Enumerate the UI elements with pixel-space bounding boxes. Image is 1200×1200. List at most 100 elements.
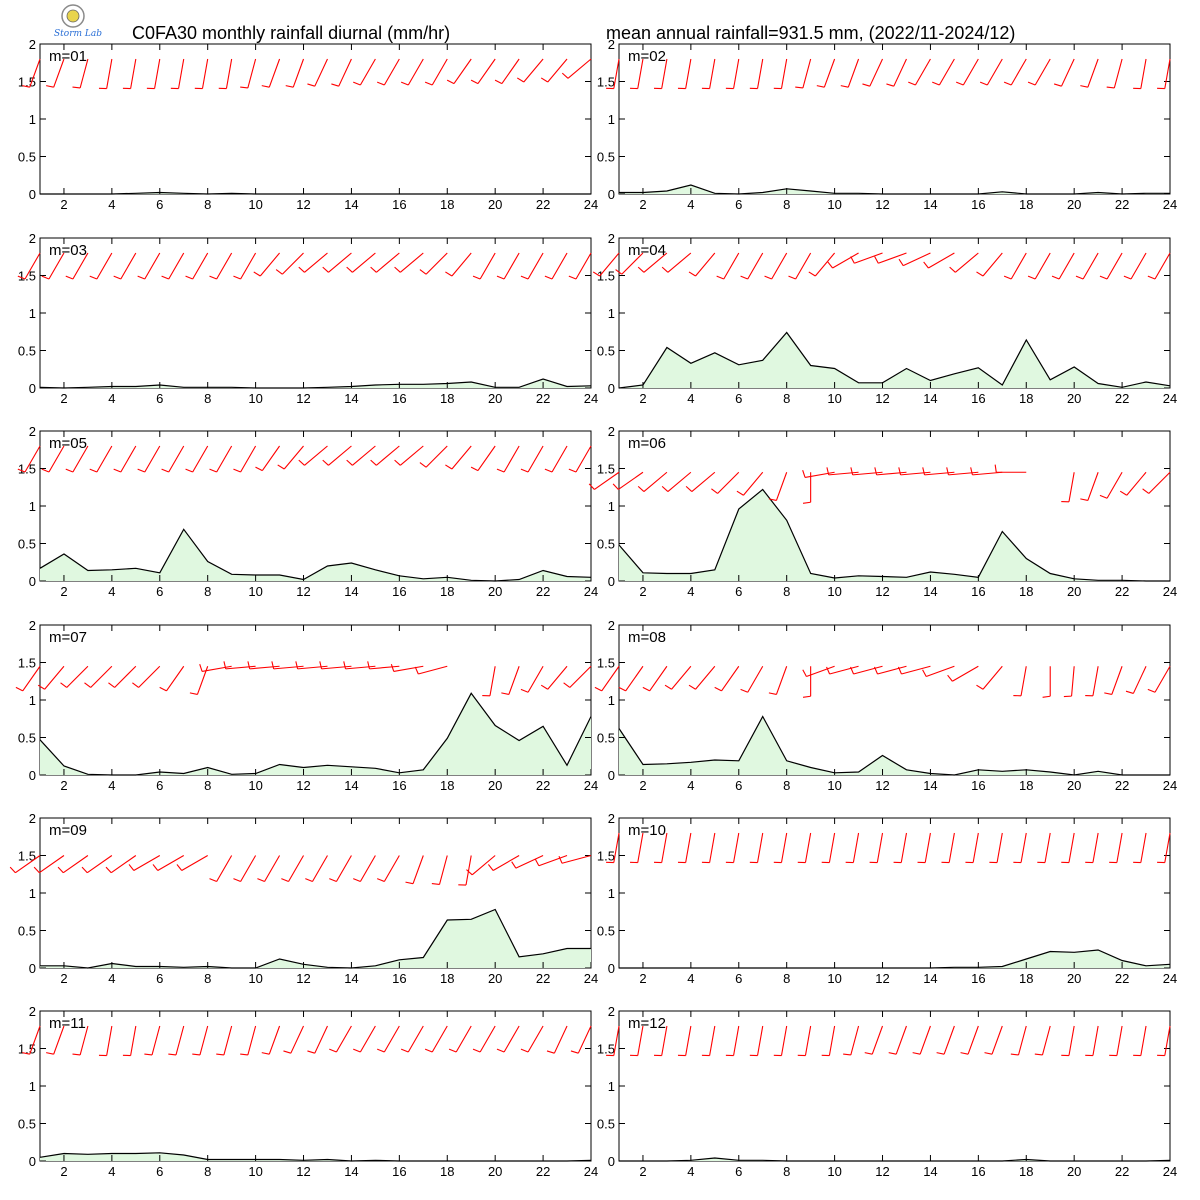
wind-barb — [253, 252, 280, 277]
wind-barb-flag — [185, 275, 193, 280]
wind-barb-staff — [667, 471, 692, 492]
x-tick-label: 16 — [971, 197, 985, 212]
wind-barb — [826, 467, 859, 476]
panel-m-11: 00.511.522 4 6 8 10 12 14 16 18 20 22 24m=11 — [18, 1004, 598, 1179]
wind-barb — [122, 1025, 137, 1057]
wind-barb — [445, 445, 472, 470]
y-tick-label: 1.5 — [597, 462, 615, 477]
wind-barb-staff — [503, 252, 520, 280]
wind-barb-staff — [575, 252, 592, 280]
wind-barb — [1123, 252, 1147, 280]
wind-barb — [947, 665, 979, 682]
title-right: mean annual rainfall=931.5 mm, (2022/11-… — [606, 23, 1015, 43]
wind-barb — [161, 252, 185, 280]
wind-barb-flag — [41, 275, 50, 280]
wind-barb — [711, 471, 740, 494]
x-tick-label: 8 — [204, 778, 211, 793]
x-tick-label: 16 — [392, 1164, 406, 1179]
x-tick-label: 8 — [204, 971, 211, 986]
wind-barb-flag — [376, 878, 385, 882]
wind-barb — [1147, 665, 1171, 693]
wind-barb-flag — [955, 81, 964, 86]
wind-barb-flag — [137, 275, 145, 280]
x-tick-label: 2 — [639, 1164, 646, 1179]
wind-barb-staff — [599, 252, 620, 277]
wind-barb-flag — [322, 459, 329, 466]
y-tick-label: 0 — [29, 574, 36, 589]
y-tick-label: 2 — [29, 1004, 36, 1019]
x-tick-label: 16 — [971, 778, 985, 793]
wind-barb — [1106, 58, 1123, 89]
wind-barb — [1013, 832, 1027, 864]
x-tick-label: 14 — [344, 778, 358, 793]
x-tick-label: 14 — [923, 971, 937, 986]
wind-barb-staff — [72, 445, 89, 473]
wind-barb-staff — [290, 1025, 305, 1054]
x-tick-label: 6 — [735, 391, 742, 406]
wind-barb-flag — [255, 466, 263, 472]
wind-barb — [159, 665, 185, 692]
wind-barb-flag — [534, 858, 540, 867]
wind-barb — [749, 832, 764, 864]
wind-barb-staff — [240, 252, 257, 280]
wind-barb-staff — [247, 58, 257, 89]
wind-barb-staff — [577, 1025, 592, 1054]
x-tick-label: 24 — [1163, 778, 1177, 793]
wind-barb-flag — [688, 684, 696, 690]
wind-barb-staff — [314, 1025, 328, 1054]
wind-barb-staff — [691, 471, 716, 492]
wind-barb — [898, 467, 931, 476]
wind-barb-staff — [264, 855, 281, 882]
x-tick-label: 10 — [248, 584, 262, 599]
wind-barb — [850, 665, 883, 675]
wind-barb-staff — [471, 855, 496, 876]
wind-barb-staff — [567, 58, 592, 79]
wind-barb — [1080, 472, 1099, 501]
y-tick-label: 0 — [29, 1154, 36, 1169]
wind-barb-staff — [425, 252, 448, 275]
wind-barb-staff — [312, 855, 328, 882]
wind-barb-staff — [804, 471, 835, 479]
wind-barb — [400, 1025, 424, 1053]
x-tick-label: 24 — [584, 778, 598, 793]
wind-barb-staff — [1113, 58, 1123, 89]
wind-barb-staff — [1034, 252, 1051, 280]
wind-barb-staff — [399, 252, 424, 273]
wind-barb-flag — [802, 469, 806, 478]
wind-barb — [714, 665, 740, 692]
wind-barb-flag — [501, 692, 509, 695]
wind-barb-staff — [66, 665, 89, 688]
wind-barb-staff — [144, 252, 161, 280]
wind-barb-staff — [86, 855, 113, 874]
wind-barb-flag — [446, 79, 455, 85]
wind-barb-flag — [216, 1053, 224, 1056]
wind-barb — [898, 252, 931, 267]
panel-frame — [39, 1010, 592, 1162]
wind-barb — [1109, 1025, 1123, 1057]
x-tick-label: 6 — [156, 778, 163, 793]
wind-barb-flag — [15, 686, 24, 692]
panel-frame — [618, 624, 1171, 776]
y-tick-label: 0.5 — [597, 150, 615, 165]
wind-barb-flag — [768, 692, 777, 695]
wind-barb-staff — [723, 252, 740, 280]
wind-barb — [472, 1025, 496, 1053]
wind-barb — [161, 445, 185, 473]
wind-barb-flag — [152, 864, 159, 871]
wind-barb — [802, 469, 835, 479]
wind-barb — [615, 252, 644, 275]
wind-barb-staff — [225, 665, 256, 670]
wind-barb-staff — [613, 832, 620, 863]
wind-barb-flag — [1027, 275, 1036, 280]
wind-barb-staff — [637, 1025, 644, 1056]
wind-barb — [520, 665, 544, 693]
y-tick-label: 2 — [608, 231, 615, 246]
wind-barb — [544, 252, 568, 280]
wind-barb-flag — [307, 83, 315, 87]
wind-barb-flag — [923, 261, 929, 269]
wind-barb-flag — [661, 266, 669, 273]
wind-barb-flag — [9, 866, 16, 874]
wind-barb — [261, 1025, 281, 1055]
wind-barb-staff — [847, 58, 860, 88]
wind-barb — [424, 58, 448, 86]
